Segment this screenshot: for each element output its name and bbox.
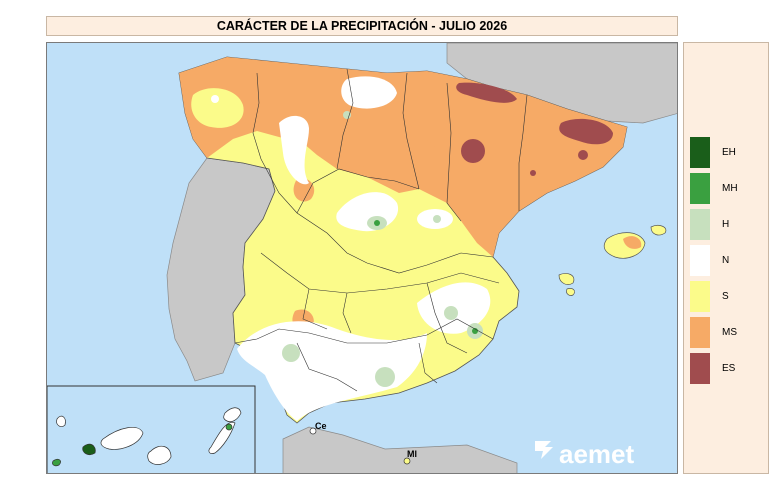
melilla-label: Ml <box>407 449 417 459</box>
el-hierro <box>52 459 61 467</box>
legend-swatch-s <box>690 281 710 312</box>
legend-swatch-n <box>690 245 710 276</box>
map-title: CARÁCTER DE LA PRECIPITACIÓN - JULIO 202… <box>46 16 678 36</box>
es-spot-3 <box>456 82 517 103</box>
legend-label-s: S <box>722 291 729 302</box>
n-region-leon <box>279 115 309 185</box>
tenerife <box>100 426 144 450</box>
legend: EH MH H N S MS ES <box>683 42 769 474</box>
region-boundaries <box>234 68 528 392</box>
ms-region-castilla <box>310 123 442 178</box>
h-spot-2 <box>433 215 441 223</box>
es-spot-4 <box>578 150 588 160</box>
h-spot-4 <box>375 367 395 387</box>
ceuta-marker <box>309 427 317 435</box>
legend-swatch-eh <box>690 137 710 168</box>
n-region-andalucia <box>237 321 427 421</box>
legend-label-h: H <box>722 219 730 230</box>
legend-label-es: ES <box>722 363 736 374</box>
es-spot-2 <box>559 118 613 145</box>
s-galicia <box>191 88 244 128</box>
h-spot-5 <box>444 306 458 320</box>
la-gomera <box>82 443 96 455</box>
legend-label-eh: EH <box>722 147 736 158</box>
lanzarote <box>223 407 242 423</box>
legend-label-mh: MH <box>722 183 738 194</box>
canary-islands <box>52 407 242 467</box>
aemet-logo: aemet <box>535 439 634 469</box>
legend-swatch-mh <box>690 173 710 204</box>
gran-canaria <box>147 445 172 465</box>
mallorca-ms <box>623 236 642 249</box>
legend-swatch-h <box>690 209 710 240</box>
fuerteventura-mh <box>225 423 233 431</box>
es-spot-5 <box>530 170 536 176</box>
n-region-cantabria <box>341 76 397 109</box>
aemet-logo-icon <box>535 441 553 459</box>
legend-swatch-es <box>690 353 710 384</box>
ceuta-label: Ce <box>315 421 327 431</box>
es-spot-1 <box>461 139 485 163</box>
precipitation-map: Ce Ml aemet <box>46 42 678 474</box>
la-palma <box>56 415 66 427</box>
ibiza <box>558 273 575 285</box>
menorca <box>650 225 667 236</box>
ms-blob-1 <box>293 178 315 202</box>
mh-spot-1 <box>374 220 380 226</box>
legend-label-ms: MS <box>722 327 737 338</box>
formentera <box>566 288 575 296</box>
h-spot-3 <box>282 344 300 362</box>
morocco <box>282 426 518 473</box>
legend-label-n: N <box>722 255 730 266</box>
n-spot-galicia <box>211 95 219 103</box>
melilla-marker <box>403 457 411 465</box>
h-spot-7 <box>343 111 351 119</box>
aemet-logo-text: aemet <box>559 439 634 469</box>
legend-swatch-ms <box>690 317 710 348</box>
